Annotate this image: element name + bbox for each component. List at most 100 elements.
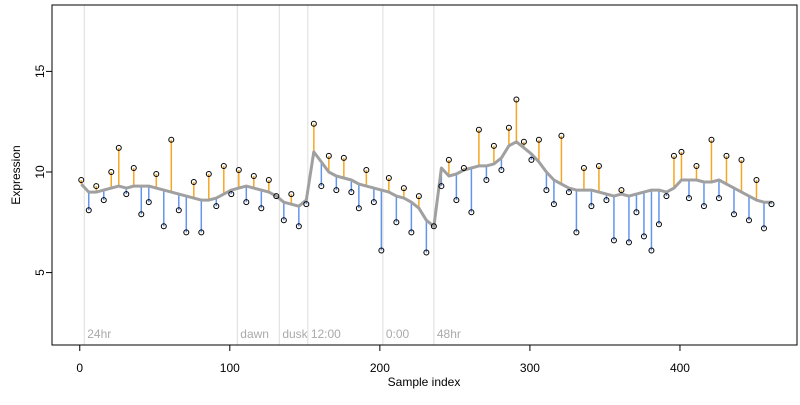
data-point [460,164,467,171]
data-point [738,156,745,163]
data-point [483,177,490,184]
data-point [670,152,677,159]
data-point [633,209,640,216]
data-point [100,197,107,204]
marker-label: dawn [240,327,269,341]
data-point [708,136,715,143]
data-point [625,239,632,246]
marker-label: 48hr [437,327,461,341]
data-point [505,124,512,131]
data-point [123,191,130,198]
data-point [423,249,430,256]
data-point [160,223,167,230]
data-point [730,211,737,218]
data-point [363,166,370,173]
data-point [333,187,340,194]
data-point [723,152,730,159]
data-point [678,148,685,155]
data-point [243,199,250,206]
data-point [340,154,347,161]
data-point [220,162,227,169]
data-point [475,126,482,133]
data-point [393,219,400,226]
data-point [745,217,752,224]
y-axis-title: Expression [9,145,23,204]
data-point [310,120,317,127]
marker-label: 12:00 [311,327,341,341]
x-tick-label: 300 [520,361,540,375]
data-point [550,201,557,208]
data-point [663,193,670,200]
data-point [453,197,460,204]
data-point [760,225,767,232]
data-point [385,175,392,182]
data-point [93,183,100,190]
data-point [528,156,535,163]
data-point [490,142,497,149]
data-point [370,199,377,206]
data-point [258,205,265,212]
data-point [168,136,175,143]
data-point [580,164,587,171]
data-point [753,177,760,184]
data-point [378,247,385,254]
data-point [430,223,437,230]
marker-label: 0:00 [386,327,410,341]
data-point [685,195,692,202]
data-point [588,203,595,210]
data-point [468,209,475,216]
data-point [648,247,655,254]
data-point [205,170,212,177]
x-tick-label: 400 [670,361,690,375]
data-point [618,187,625,194]
data-point [153,170,160,177]
data-point [655,221,662,228]
data-point [715,195,722,202]
data-point [288,191,295,198]
data-point [348,189,355,196]
data-point [85,207,92,214]
data-point [445,156,452,163]
data-point [190,179,197,186]
data-point [130,164,137,171]
y-tick-label: 10 [33,165,47,179]
data-point [175,207,182,214]
y-tick-label: 5 [33,269,47,276]
data-point [513,96,520,103]
x-tick-label: 0 [76,361,83,375]
data-point [543,187,550,194]
data-point [498,166,505,173]
data-point [183,229,190,236]
data-point [265,177,272,184]
data-point [138,211,145,218]
data-point [558,132,565,139]
data-point [565,189,572,196]
data-point [595,162,602,169]
data-point [520,138,527,145]
data-point [303,201,310,208]
data-point [78,177,85,184]
data-point [355,205,362,212]
data-point [280,217,287,224]
trend-line [80,140,772,228]
data-point [400,185,407,192]
data-point [108,168,115,175]
x-axis-title: Sample index [388,375,461,389]
data-point [115,144,122,151]
data-point [438,183,445,190]
data-point [295,223,302,230]
x-tick-label: 200 [370,361,390,375]
data-point [610,237,617,244]
data-point [213,203,220,210]
data-point [273,193,280,200]
data-point [603,197,610,204]
data-point [235,166,242,173]
data-point [693,162,700,169]
marker-label: dusk [282,327,308,341]
plot-frame [51,4,798,346]
y-tick-label: 15 [33,64,47,78]
data-point [198,229,205,236]
data-point [415,193,422,200]
